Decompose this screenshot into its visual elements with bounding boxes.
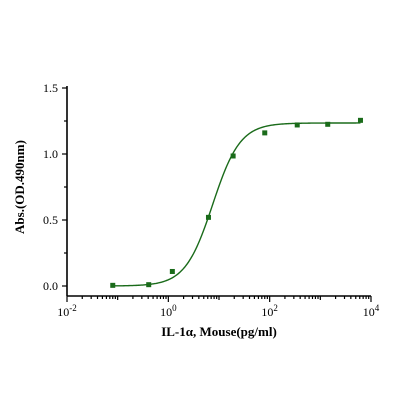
- x-tick-label: 100: [160, 303, 177, 319]
- y-tick-label: 0.0: [43, 279, 58, 293]
- y-tick-label: 1.0: [43, 147, 58, 161]
- y-tick-label: 0.5: [43, 213, 58, 227]
- data-point: [262, 130, 268, 136]
- data-point: [110, 282, 116, 288]
- data-point: [205, 214, 211, 220]
- data-point: [294, 122, 300, 128]
- x-axis-title: IL-1α, Mouse(pg/ml): [161, 324, 277, 339]
- fit-curve: [112, 122, 361, 287]
- y-axis-title: Abs.(OD.490nm): [12, 140, 27, 234]
- data-point: [169, 268, 175, 274]
- x-axis: 10-2 100 102 104: [57, 295, 380, 319]
- data-point: [357, 117, 363, 123]
- plot-area: 10-2 100 102 104 0.0 0.5 1.0 1.5: [43, 81, 380, 319]
- data-point: [146, 282, 152, 288]
- data-point: [230, 153, 236, 159]
- fit-curve-layer: [112, 122, 361, 287]
- data-point: [325, 121, 331, 127]
- y-tick-label: 1.5: [43, 81, 58, 95]
- x-tick-label: 10-2: [57, 303, 77, 319]
- data-points-layer: [110, 117, 363, 288]
- x-tick-label: 102: [261, 303, 278, 319]
- x-tick-label: 104: [363, 303, 380, 319]
- y-axis: 0.0 0.5 1.0 1.5: [43, 81, 68, 296]
